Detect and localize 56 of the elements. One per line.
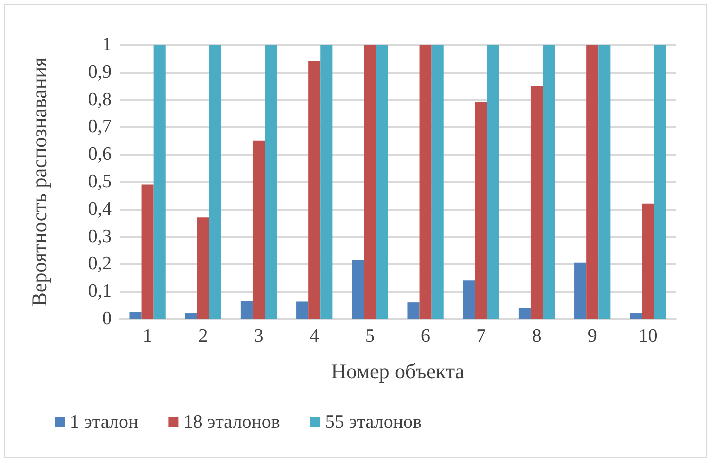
bar bbox=[475, 102, 488, 319]
bar bbox=[530, 86, 544, 319]
y-tick-label: 0,3 bbox=[88, 226, 112, 248]
bar bbox=[487, 45, 500, 319]
bar bbox=[308, 61, 321, 319]
bar bbox=[296, 302, 309, 319]
bar bbox=[197, 218, 210, 319]
y-tick-label: 1 bbox=[102, 34, 112, 56]
x-axis-title: Номер объекта bbox=[331, 360, 466, 384]
bar bbox=[364, 45, 376, 319]
bar bbox=[376, 45, 388, 319]
bar bbox=[598, 45, 611, 319]
y-tick-label: 0,1 bbox=[88, 281, 112, 302]
x-tick-label: 3 bbox=[254, 326, 264, 347]
bar bbox=[420, 45, 432, 319]
x-tick-label: 2 bbox=[198, 326, 208, 347]
x-tick-label: 7 bbox=[476, 326, 486, 347]
bar bbox=[252, 140, 266, 319]
y-tick-label: 0,7 bbox=[88, 116, 112, 138]
bar bbox=[518, 308, 531, 319]
x-tick-label: 8 bbox=[532, 326, 542, 347]
y-tick-label: 0,9 bbox=[88, 62, 112, 83]
x-tick-label: 4 bbox=[310, 326, 320, 347]
bar bbox=[130, 312, 142, 319]
y-axis-title: Вероятность распознавания bbox=[28, 57, 52, 307]
y-tick-label: 0,8 bbox=[88, 89, 112, 110]
y-tick-label: 0,6 bbox=[88, 144, 112, 166]
y-tick-label: 0,5 bbox=[88, 172, 112, 192]
bar bbox=[432, 45, 444, 319]
bar bbox=[142, 184, 154, 319]
bar bbox=[586, 45, 599, 319]
bar bbox=[209, 45, 222, 319]
y-tick-label: 0,2 bbox=[88, 254, 112, 275]
bar bbox=[654, 45, 666, 319]
x-tick-label: 6 bbox=[421, 326, 431, 347]
x-tick-label: 10 bbox=[638, 326, 658, 347]
legend-label: 1 эталон bbox=[70, 412, 139, 433]
bar bbox=[320, 45, 333, 319]
legend-label: 18 эталонов bbox=[184, 412, 280, 433]
bar bbox=[352, 260, 364, 319]
bar bbox=[630, 314, 642, 319]
bar bbox=[574, 262, 587, 319]
x-tick-label: 5 bbox=[365, 326, 375, 347]
bar bbox=[642, 204, 654, 319]
x-tick-label: 1 bbox=[143, 326, 153, 347]
y-tick-label: 0 bbox=[102, 308, 112, 330]
bar bbox=[154, 45, 166, 319]
x-tick-label: 9 bbox=[588, 326, 598, 347]
bar bbox=[240, 301, 253, 319]
bar bbox=[543, 45, 556, 319]
legend-label: 55 эталонов bbox=[325, 412, 422, 433]
y-tick-label: 0,4 bbox=[88, 198, 112, 220]
bar bbox=[408, 302, 420, 319]
bar bbox=[463, 280, 476, 319]
bar bbox=[265, 45, 278, 319]
bar bbox=[185, 314, 198, 319]
